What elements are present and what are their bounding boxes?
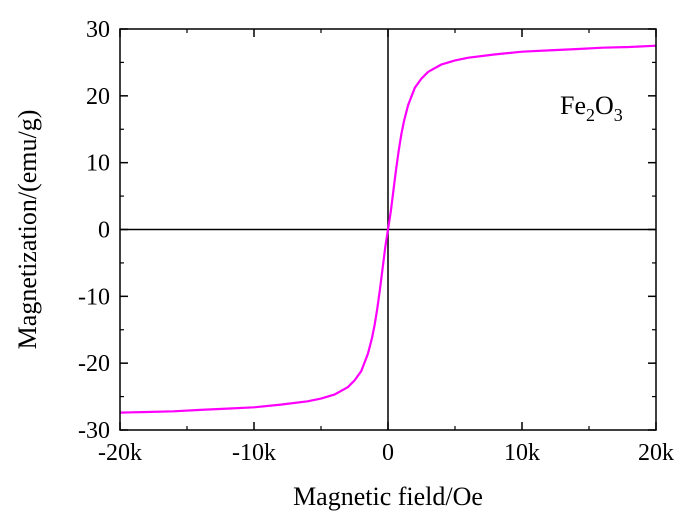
y-tick-label: 0 [98, 218, 110, 244]
x-tick-label: -10k [232, 440, 276, 466]
series-line-1 [119, 44, 657, 414]
x-axis-title: Magnetic field/Oe [293, 482, 483, 511]
y-tick-label: -30 [78, 418, 110, 444]
y-tick-label: 20 [86, 84, 110, 110]
annotation-sub-1: 2 [586, 105, 595, 125]
y-tick-label: 10 [86, 151, 110, 177]
y-tick-label: -20 [78, 351, 110, 377]
annotation-base-2: O [595, 91, 614, 120]
x-tick-label: 20k [638, 440, 674, 466]
y-tick-labels: -30 -20 -10 0 10 20 30 [78, 17, 110, 444]
x-tick-label: -20k [98, 440, 142, 466]
annotation-base-1: Fe [560, 91, 586, 120]
x-tick-labels: -20k -10k 0 10k 20k [98, 440, 674, 466]
x-tick-label: 10k [504, 440, 540, 466]
series-group [119, 44, 657, 414]
y-axis-title: Magnetization/(emu/g) [13, 110, 42, 350]
plot-frame [119, 28, 657, 431]
x-tick-label: 0 [382, 440, 394, 466]
y-tick-label: -10 [78, 284, 110, 310]
annotation-sub-2: 3 [614, 105, 623, 125]
y-tick-label: 30 [86, 17, 110, 43]
sample-label: Fe2O3 [560, 91, 623, 125]
